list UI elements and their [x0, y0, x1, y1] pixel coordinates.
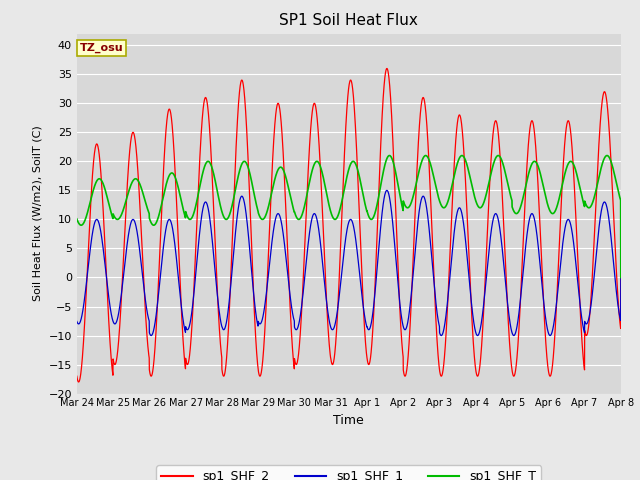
Y-axis label: Soil Heat Flux (W/m2), SoilT (C): Soil Heat Flux (W/m2), SoilT (C) [33, 126, 43, 301]
Title: SP1 Soil Heat Flux: SP1 Soil Heat Flux [280, 13, 418, 28]
Text: TZ_osu: TZ_osu [79, 43, 123, 53]
Legend: sp1_SHF_2, sp1_SHF_1, sp1_SHF_T: sp1_SHF_2, sp1_SHF_1, sp1_SHF_T [156, 465, 541, 480]
X-axis label: Time: Time [333, 414, 364, 427]
